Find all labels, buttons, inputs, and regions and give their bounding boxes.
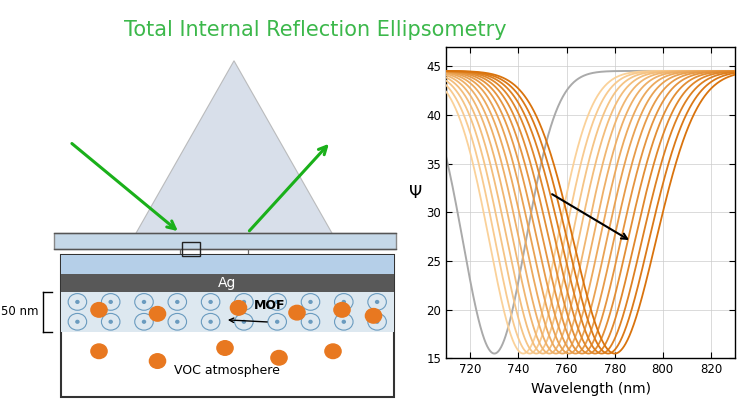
Bar	[54, 233, 396, 249]
Circle shape	[209, 320, 212, 323]
Y-axis label: Ψ: Ψ	[409, 185, 422, 202]
Text: Total Internal Reflection Ellipsometry: Total Internal Reflection Ellipsometry	[124, 20, 506, 40]
Circle shape	[142, 301, 146, 303]
Bar	[182, 242, 200, 256]
Circle shape	[271, 350, 287, 365]
Circle shape	[342, 301, 345, 303]
Circle shape	[365, 309, 382, 323]
Circle shape	[276, 320, 279, 323]
Circle shape	[76, 320, 79, 323]
Circle shape	[289, 305, 305, 320]
Circle shape	[149, 354, 166, 368]
Circle shape	[334, 303, 350, 317]
Circle shape	[325, 344, 341, 358]
Circle shape	[110, 301, 112, 303]
Bar	[61, 255, 394, 274]
Bar	[61, 274, 394, 292]
Circle shape	[309, 320, 312, 323]
Circle shape	[209, 301, 212, 303]
Circle shape	[276, 301, 279, 303]
Circle shape	[110, 320, 112, 323]
Circle shape	[142, 320, 146, 323]
Circle shape	[376, 301, 379, 303]
Polygon shape	[135, 61, 333, 235]
Bar	[61, 255, 394, 397]
Text: VOC atmosphere: VOC atmosphere	[174, 364, 280, 377]
Circle shape	[242, 320, 245, 323]
Circle shape	[76, 301, 79, 303]
Circle shape	[309, 301, 312, 303]
Text: Ag: Ag	[218, 276, 236, 290]
X-axis label: Wavelength (nm): Wavelength (nm)	[531, 382, 650, 396]
Circle shape	[176, 320, 178, 323]
Circle shape	[149, 307, 166, 321]
Bar	[61, 292, 394, 332]
Circle shape	[217, 341, 233, 355]
Circle shape	[342, 320, 345, 323]
Circle shape	[91, 303, 107, 317]
Circle shape	[376, 320, 379, 323]
Text: MOF: MOF	[254, 299, 286, 312]
Circle shape	[230, 301, 247, 315]
Circle shape	[242, 301, 245, 303]
Circle shape	[91, 344, 107, 358]
Circle shape	[176, 301, 178, 303]
Text: 50 nm: 50 nm	[1, 305, 38, 318]
